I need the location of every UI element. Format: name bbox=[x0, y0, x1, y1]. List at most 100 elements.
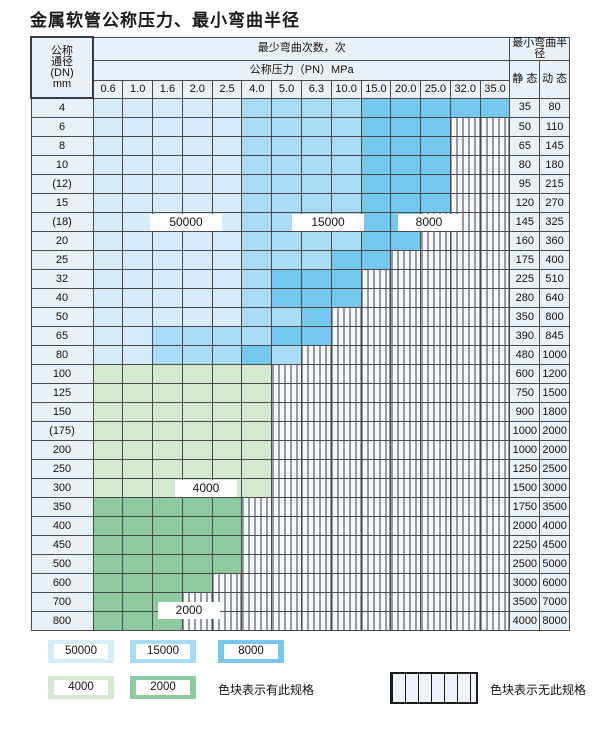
radius-static-value: 1500 bbox=[509, 478, 541, 498]
spec-cell-filled bbox=[330, 250, 362, 270]
spec-cell-filled bbox=[152, 193, 183, 213]
spec-cell-filled bbox=[152, 383, 183, 403]
spec-cell-filled bbox=[152, 231, 183, 251]
spec-cell-filled bbox=[92, 97, 124, 118]
spec-cell-filled bbox=[181, 402, 213, 422]
spec-cell-empty bbox=[330, 421, 362, 441]
radius-static-value: 480 bbox=[509, 345, 541, 365]
spec-cell-filled bbox=[152, 174, 183, 194]
spec-cell-filled bbox=[92, 174, 124, 194]
table-row: 8 65 145 bbox=[30, 136, 570, 156]
spec-cell-empty bbox=[300, 535, 332, 555]
spec-cell-filled bbox=[241, 97, 273, 118]
radius-static-value: 390 bbox=[509, 326, 541, 346]
spec-cell-filled bbox=[300, 231, 332, 251]
spec-cell-filled bbox=[211, 288, 243, 308]
dn-label: (175) bbox=[30, 421, 94, 441]
dn-label: 80 bbox=[30, 345, 94, 365]
spec-cell-filled bbox=[181, 421, 213, 441]
radius-dynamic-value: 360 bbox=[539, 231, 570, 251]
spec-cell-filled bbox=[181, 345, 213, 365]
legend-swatch-label: 8000 bbox=[224, 644, 278, 659]
table-row: 400 2000 4000 bbox=[30, 516, 570, 536]
table-row: 40 280 640 bbox=[30, 288, 570, 308]
spec-cell-empty bbox=[420, 497, 451, 517]
dn-label: 4 bbox=[30, 97, 94, 118]
table-row: 250 1250 2500 bbox=[30, 459, 570, 479]
radius-dynamic-value: 1500 bbox=[539, 383, 570, 403]
spec-cell-filled bbox=[330, 231, 362, 251]
radius-dynamic-value: 3000 bbox=[539, 478, 570, 498]
spec-cell-filled bbox=[271, 307, 302, 327]
spec-cell-filled bbox=[92, 573, 124, 593]
table-row: 150 900 1800 bbox=[30, 402, 570, 422]
radius-dynamic-value: 3500 bbox=[539, 497, 570, 517]
radius-static-value: 350 bbox=[509, 307, 541, 327]
spec-cell-filled bbox=[449, 97, 481, 118]
table-row: 15 120 270 bbox=[30, 193, 570, 213]
radius-dynamic-value: 325 bbox=[539, 212, 570, 232]
spec-cell-filled bbox=[300, 307, 332, 327]
spec-cell-empty bbox=[420, 516, 451, 536]
table-row: (175) 1000 2000 bbox=[30, 421, 570, 441]
spec-cell-empty bbox=[390, 364, 422, 384]
spec-cell-filled bbox=[241, 174, 273, 194]
spec-cell-empty bbox=[420, 535, 451, 555]
spec-cell-empty bbox=[360, 478, 392, 498]
spec-cell-filled bbox=[92, 136, 124, 156]
radius-static-value: 50 bbox=[509, 117, 541, 137]
dn-label: 50 bbox=[30, 307, 94, 327]
spec-cell-filled bbox=[300, 97, 332, 118]
spec-cell-filled bbox=[271, 97, 302, 118]
dn-label: 100 bbox=[30, 364, 94, 384]
radius-dynamic-value: 510 bbox=[539, 269, 570, 289]
spec-cell-empty bbox=[330, 535, 362, 555]
spec-cell-filled bbox=[122, 497, 154, 517]
spec-cell-filled bbox=[330, 155, 362, 175]
dn-label: 800 bbox=[30, 611, 94, 631]
spec-cell-filled bbox=[92, 611, 124, 631]
spec-cell-empty bbox=[390, 383, 422, 403]
table-row: 25 175 400 bbox=[30, 250, 570, 270]
radius-dynamic-value: 110 bbox=[539, 117, 570, 137]
spec-cell-empty bbox=[360, 497, 392, 517]
spec-cell-empty bbox=[449, 440, 481, 460]
spec-cell-filled bbox=[122, 307, 154, 327]
spec-cell-empty bbox=[479, 516, 511, 536]
spec-cell-empty bbox=[360, 554, 392, 574]
spec-cell-empty bbox=[479, 117, 511, 137]
table-row: 700 3500 7000 bbox=[30, 592, 570, 612]
header-row-1: 公称 通径 (DN) mm 最少弯曲次数，次 最小弯曲半径 bbox=[30, 36, 570, 99]
spec-cell-filled bbox=[152, 136, 183, 156]
dn-label: 65 bbox=[30, 326, 94, 346]
spec-cell-filled bbox=[271, 193, 302, 213]
spec-cell-filled bbox=[122, 117, 154, 137]
spec-cell-empty bbox=[479, 345, 511, 365]
spec-cell-empty bbox=[360, 307, 392, 327]
header-pressure-title: 公称压力（PN）MPa bbox=[92, 59, 511, 81]
spec-cell-empty bbox=[300, 402, 332, 422]
spec-cell-filled bbox=[122, 231, 154, 251]
dn-label: 32 bbox=[30, 269, 94, 289]
spec-cell-filled bbox=[211, 440, 243, 460]
dn-label: 25 bbox=[30, 250, 94, 270]
spec-cell-empty bbox=[390, 402, 422, 422]
table-row: 6 50 110 bbox=[30, 117, 570, 137]
radius-dynamic-value: 215 bbox=[539, 174, 570, 194]
radius-static-value: 3000 bbox=[509, 573, 541, 593]
radius-static-value: 3500 bbox=[509, 592, 541, 612]
spec-cell-empty bbox=[330, 364, 362, 384]
spec-cell-filled bbox=[271, 174, 302, 194]
spec-cell-empty bbox=[300, 497, 332, 517]
radius-dynamic-value: 5000 bbox=[539, 554, 570, 574]
spec-cell-filled bbox=[211, 117, 243, 137]
spec-cell-filled bbox=[122, 421, 154, 441]
spec-cell-filled bbox=[181, 440, 213, 460]
spec-cell-empty bbox=[390, 250, 422, 270]
spec-cell-empty bbox=[449, 250, 481, 270]
spec-cell-empty bbox=[449, 516, 481, 536]
spec-cell-filled bbox=[360, 193, 392, 213]
spec-cell-empty bbox=[420, 250, 451, 270]
spec-cell-filled bbox=[211, 97, 243, 118]
table-row: 800 4000 8000 bbox=[30, 611, 570, 631]
